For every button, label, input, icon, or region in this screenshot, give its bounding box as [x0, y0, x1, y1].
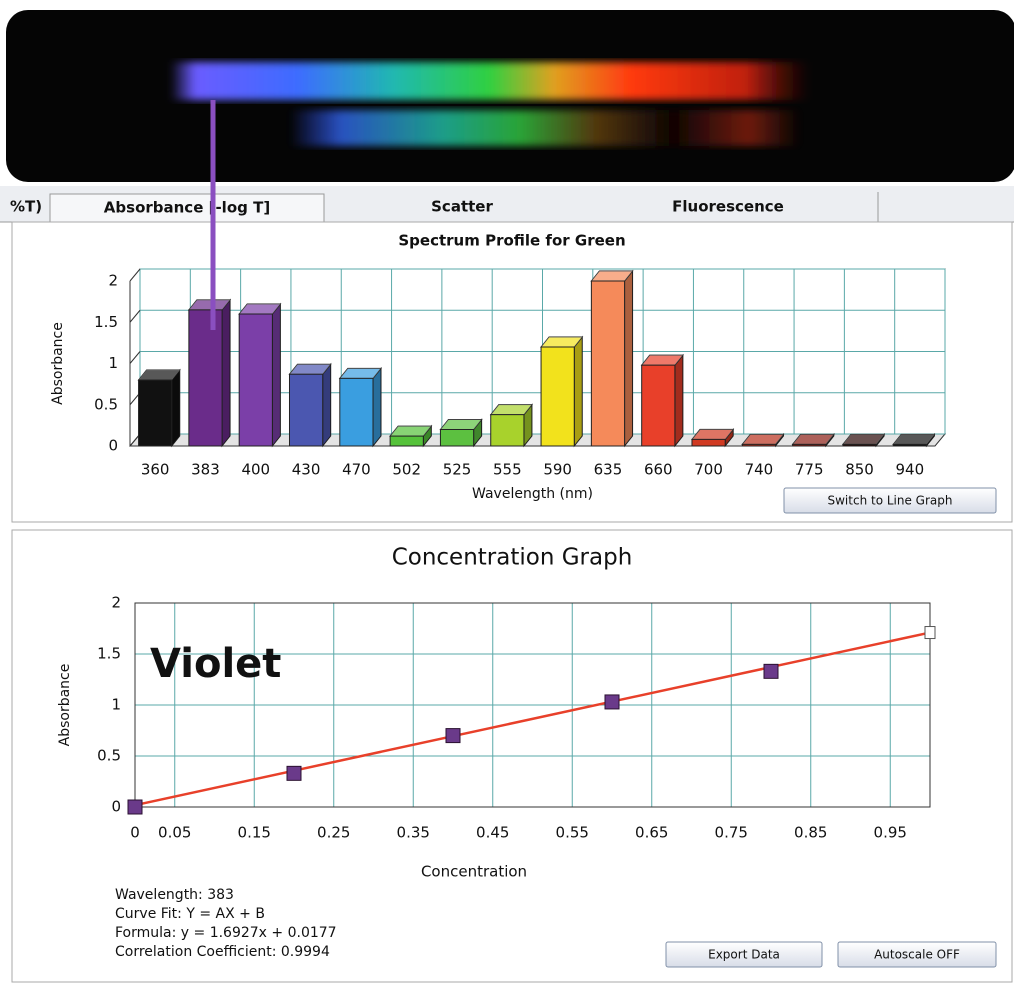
y-tick-label: 0: [108, 437, 118, 455]
tab[interactable]: %T): [10, 198, 42, 216]
data-point: [287, 766, 301, 780]
tab[interactable]: Fluorescence: [672, 198, 784, 216]
x-axis-label: Concentration: [421, 863, 527, 881]
x-tick-label: 700: [694, 461, 723, 479]
x-tick-label: 0.15: [238, 824, 271, 842]
annotation: Violet: [150, 641, 281, 687]
data-point: [446, 729, 460, 743]
bar: [893, 444, 926, 446]
y-tick-label: 1: [111, 696, 121, 714]
bar-side-shade: [222, 300, 230, 446]
bar-side-shade: [323, 364, 331, 446]
x-tick-label: 0: [130, 824, 140, 842]
button-label[interactable]: Switch to Line Graph: [828, 494, 953, 508]
fit-end-marker: [925, 627, 935, 639]
x-tick-label: 470: [342, 461, 371, 479]
bar: [340, 378, 373, 446]
bar-side-shade: [675, 355, 683, 446]
bar: [742, 444, 775, 446]
data-point: [764, 664, 778, 678]
x-tick-label: 0.95: [874, 824, 907, 842]
bar: [390, 436, 423, 446]
button-label[interactable]: Autoscale OFF: [874, 948, 960, 962]
y-tick-label: 0: [111, 798, 121, 816]
x-tick-label: 740: [745, 461, 774, 479]
tab[interactable]: Scatter: [431, 198, 493, 216]
info-line: Curve Fit: Y = AX + B: [115, 906, 265, 922]
x-tick-label: 400: [241, 461, 270, 479]
x-tick-label: 0.85: [794, 824, 827, 842]
y-tick-label: 0.5: [94, 395, 118, 413]
bar-side-shade: [574, 337, 582, 446]
y-tick-label: 2: [111, 594, 121, 612]
x-tick-label: 0.45: [476, 824, 509, 842]
bar-side-shade: [373, 368, 381, 446]
x-tick-label: 940: [896, 461, 925, 479]
x-tick-label: 850: [845, 461, 874, 479]
x-tick-label: 0.55: [556, 824, 589, 842]
y-axis-label: Absorbance: [50, 322, 66, 405]
info-line: Correlation Coefficient: 0.9994: [115, 944, 330, 960]
x-tick-label: 383: [191, 461, 220, 479]
bar-side-shade: [625, 271, 633, 446]
x-tick-label: 635: [594, 461, 623, 479]
y-tick-label: 0.5: [97, 747, 121, 765]
x-tick-label: 0.05: [158, 824, 191, 842]
x-axis-label: Wavelength (nm): [472, 486, 593, 502]
x-tick-label: 590: [543, 461, 572, 479]
bar-side-shade: [172, 370, 180, 446]
y-tick-label: 2: [108, 272, 118, 290]
bar: [440, 430, 473, 447]
bar: [289, 374, 322, 446]
x-tick-label: 502: [392, 461, 421, 479]
bar: [541, 347, 574, 446]
y-tick-label: 1: [108, 354, 118, 372]
info-line: Formula: y = 1.6927x + 0.0177: [115, 925, 337, 941]
button-label[interactable]: Export Data: [708, 948, 780, 962]
y-tick-label: 1.5: [94, 313, 118, 331]
bar: [239, 314, 272, 446]
x-tick-label: 430: [292, 461, 321, 479]
screen: %T) Absorbance [-log T] Scatter Fluoresc…: [0, 0, 1014, 985]
bar: [642, 365, 675, 446]
chart-title: Concentration Graph: [392, 545, 633, 571]
bar: [491, 415, 524, 446]
x-tick-label: 360: [141, 461, 170, 479]
bar: [139, 380, 172, 446]
x-tick-label: 775: [795, 461, 824, 479]
spectrum-band: [290, 110, 800, 146]
x-tick-label: 660: [644, 461, 673, 479]
x-tick-label: 0.25: [317, 824, 350, 842]
y-tick-label: 1.5: [97, 645, 121, 663]
data-point: [605, 695, 619, 709]
data-point: [128, 800, 142, 814]
x-tick-label: 0.65: [635, 824, 668, 842]
bar: [591, 281, 624, 446]
bar: [692, 439, 725, 446]
bar-side-shade: [272, 304, 280, 446]
info-line: Wavelength: 383: [115, 887, 234, 903]
y-axis-label: Absorbance: [57, 664, 73, 747]
bar: [843, 444, 876, 446]
chart-title: Spectrum Profile for Green: [398, 232, 625, 250]
bar: [189, 310, 222, 446]
x-tick-label: 555: [493, 461, 522, 479]
x-tick-label: 0.35: [397, 824, 430, 842]
tab[interactable]: Absorbance [-log T]: [104, 199, 270, 217]
x-tick-label: 525: [443, 461, 472, 479]
spectrum-band: [170, 62, 810, 100]
bar: [793, 444, 826, 446]
x-tick-label: 0.75: [715, 824, 748, 842]
